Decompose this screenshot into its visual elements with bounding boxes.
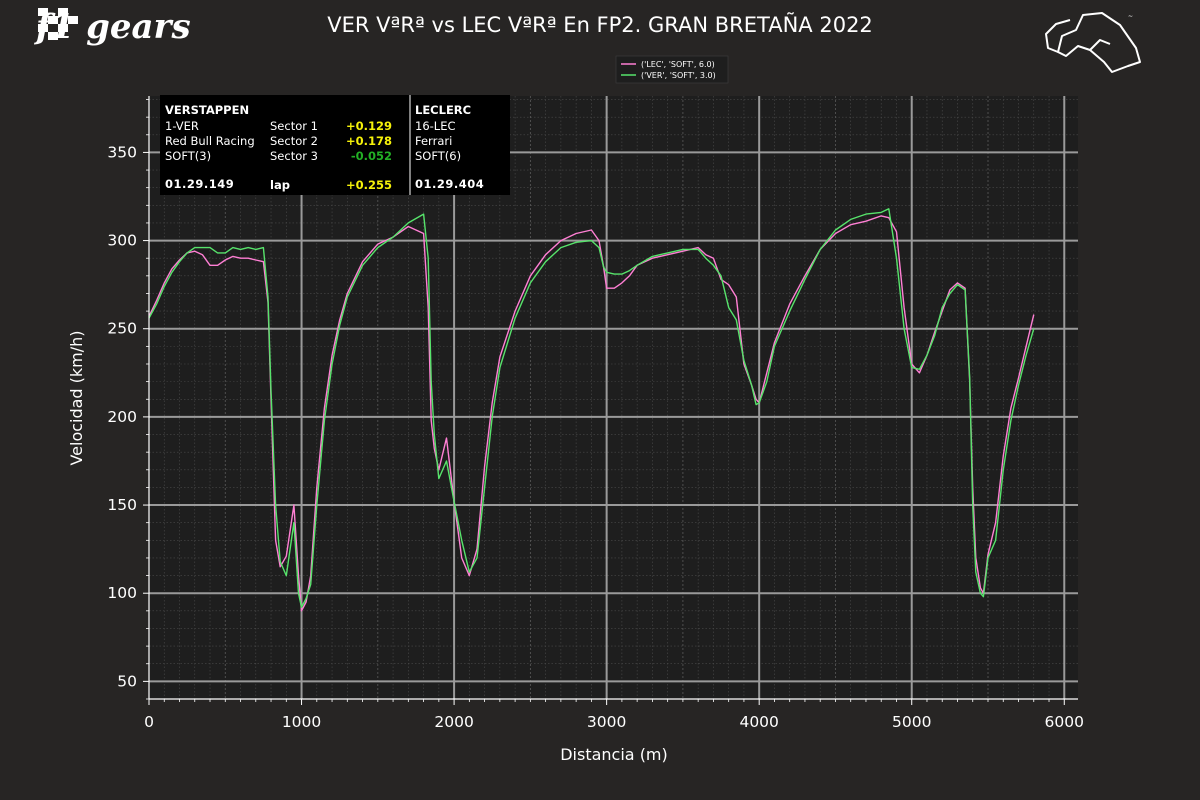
left-driver-team: Red Bull Racing (165, 134, 255, 148)
y-tick-label: 200 (107, 408, 137, 426)
y-tick-label: 250 (107, 320, 137, 338)
y-tick-label: 150 (107, 496, 137, 514)
y-tick-label: 300 (107, 232, 137, 250)
chart-title: VER VªRª vs LEC VªRª En FP2. GRAN BRETAÑ… (327, 11, 873, 37)
right-driver-team: Ferrari (415, 134, 452, 148)
right-driver-name: LECLERC (415, 103, 471, 117)
track-map-icon: ~ (1045, 12, 1141, 73)
left-driver-name: VERSTAPPEN (165, 103, 249, 117)
right-driver-tyre: SOFT(6) (415, 149, 461, 163)
sector-1-label: Sector 1 (270, 119, 318, 133)
x-axis-label: Distancia (m) (560, 745, 668, 764)
y-tick-label: 50 (117, 672, 137, 690)
right-driver-code: 16-LEC (415, 119, 456, 133)
x-tick-label: 0 (144, 713, 154, 731)
ticks: 0 1000 2000 3000 4000 5000 6000 50 100 150 200 250 3… (107, 99, 1084, 731)
series-line-lec (148, 215, 1035, 612)
right-driver-laptime: 01.29.404 (415, 177, 484, 191)
y-axis-label: Velocidad (km/h) (67, 330, 86, 465)
sector-3-delta: -0.052 (351, 149, 392, 163)
x-tick-label: 3000 (587, 713, 626, 731)
sector-1-delta: +0.129 (346, 119, 392, 133)
series-layer (148, 208, 1035, 612)
checkered-flag-icon (38, 8, 78, 40)
logo: f1 gears (34, 7, 191, 47)
legend-label-lec: ('LEC', 'SOFT', 6.0) (641, 60, 715, 69)
x-tick-label: 2000 (434, 713, 473, 731)
series-line-ver (148, 208, 1035, 608)
logo-text: f1 gears (34, 7, 191, 47)
left-driver-laptime: 01.29.149 (165, 177, 234, 191)
lap-comparison-box: VERSTAPPEN 1-VER Red Bull Racing SOFT(3)… (160, 95, 510, 195)
sector-2-delta: +0.178 (346, 134, 392, 148)
sector-3-label: Sector 3 (270, 149, 318, 163)
x-tick-label: 6000 (1045, 713, 1084, 731)
lap-delta: +0.255 (346, 178, 392, 192)
left-driver-code: 1-VER (165, 119, 199, 133)
x-tick-label: 1000 (282, 713, 321, 731)
sector-2-label: Sector 2 (270, 134, 318, 148)
lap-label: lap (270, 178, 290, 192)
y-tick-label: 100 (107, 584, 137, 602)
x-tick-label: 5000 (892, 713, 931, 731)
legend: ('LEC', 'SOFT', 6.0) ('VER', 'SOFT', 3.0… (615, 55, 729, 84)
svg-text:~: ~ (1128, 13, 1133, 20)
plot-area (149, 96, 1078, 699)
x-tick-label: 4000 (739, 713, 778, 731)
legend-label-ver: ('VER', 'SOFT', 3.0) (641, 71, 716, 80)
y-tick-label: 350 (107, 143, 137, 161)
left-driver-tyre: SOFT(3) (165, 149, 211, 163)
